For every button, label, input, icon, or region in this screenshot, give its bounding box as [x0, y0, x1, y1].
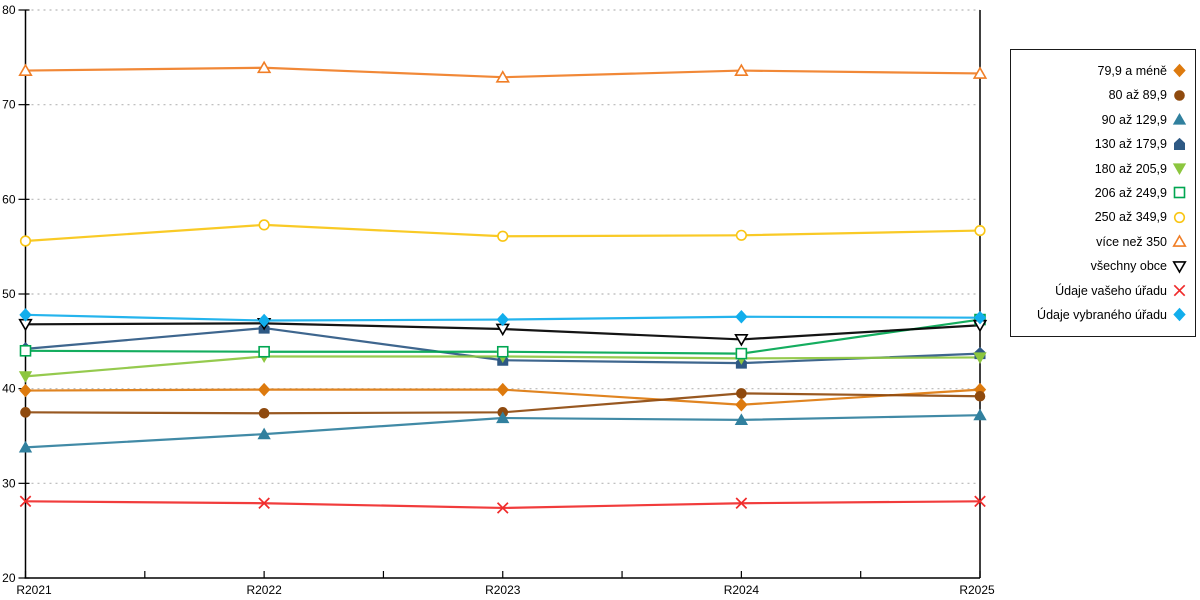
legend-label: 90 až 129,9 — [1101, 112, 1167, 127]
legend-label: 180 až 205,9 — [1094, 161, 1167, 176]
series-2-marker — [734, 413, 749, 426]
series-6-marker — [974, 224, 986, 237]
legend-label: 206 až 249,9 — [1094, 185, 1167, 200]
x-axis-tick-label: R2022 — [246, 583, 282, 597]
triangle-up-marker-icon — [1172, 234, 1187, 248]
series-2-marker — [973, 408, 987, 421]
series-7-marker — [734, 63, 749, 76]
series-5-marker — [496, 345, 509, 358]
diamond-marker-icon — [1173, 308, 1186, 322]
circle-marker-icon — [1173, 211, 1186, 223]
triangle-up-marker-icon — [1172, 234, 1187, 248]
legend-item: 250 až 349,9 — [1015, 210, 1187, 225]
series-10-marker — [973, 310, 987, 325]
series-10-marker — [257, 313, 271, 328]
pentagon-marker-icon — [1174, 137, 1185, 150]
legend-item: všechny obce — [1015, 259, 1187, 274]
series-5-marker — [19, 344, 32, 357]
triangle-down-marker-icon — [1172, 260, 1187, 274]
series-0-marker — [735, 398, 748, 412]
series-1-marker — [258, 407, 270, 419]
x-axis-tick-label: R2024 — [724, 583, 760, 597]
x-marker-icon — [1173, 284, 1186, 297]
legend: 79,9 a méně 80 až 89,9 90 až 129,9 130 až 1… — [1010, 49, 1196, 337]
triangle-down-marker-icon — [1172, 163, 1187, 176]
series-1-marker — [20, 407, 31, 418]
series-9-marker — [258, 497, 270, 510]
diamond-marker-icon — [1173, 64, 1186, 78]
series-10-marker — [19, 308, 32, 322]
legend-item: 80 až 89,9 — [1015, 88, 1187, 103]
legend-item: 206 až 249,9 — [1015, 185, 1187, 200]
circle-marker-icon — [1174, 90, 1185, 101]
legend-item: 90 až 129,9 — [1015, 112, 1187, 127]
legend-item: Údaje vašeho úřadu — [1015, 283, 1187, 298]
series-0-marker — [257, 382, 271, 397]
series-4-marker — [18, 371, 33, 383]
y-axis-tick-label: 30 — [2, 476, 16, 490]
series-0-marker — [496, 382, 509, 397]
y-axis-tick-label: 50 — [2, 287, 16, 301]
y-axis-tick-label: 80 — [2, 3, 16, 17]
circle-marker-icon — [1174, 90, 1185, 101]
legend-label: 80 až 89,9 — [1108, 88, 1167, 103]
x-axis-tick-label: R2021 — [16, 583, 52, 597]
legend-label: Údaje vašeho úřadu — [1055, 283, 1167, 298]
diamond-marker-icon — [1173, 308, 1186, 322]
legend-item: více než 350 — [1015, 234, 1187, 249]
series-2-marker — [257, 427, 271, 440]
series-1-marker — [736, 388, 747, 399]
triangle-down-marker-icon — [1172, 163, 1187, 176]
y-axis-tick-label: 60 — [2, 192, 16, 206]
pentagon-marker-icon — [1174, 137, 1185, 150]
triangle-up-marker-icon — [1172, 113, 1187, 125]
series-2-marker — [496, 411, 510, 424]
series-9-marker — [19, 495, 32, 508]
legend-item: 130 až 179,9 — [1015, 137, 1187, 152]
series-6-marker — [497, 230, 509, 242]
series-7-marker — [256, 60, 272, 74]
series-5-marker — [258, 345, 270, 358]
series-9-marker — [735, 497, 748, 510]
series-7-marker — [18, 63, 33, 76]
series-8-marker — [734, 334, 749, 347]
legend-item: 180 až 205,9 — [1015, 161, 1187, 176]
circle-marker-icon — [1173, 211, 1186, 223]
y-axis-tick-label: 20 — [2, 571, 16, 585]
legend-label: Údaje vybraného úřadu — [1037, 307, 1167, 322]
series-1-marker — [974, 390, 986, 402]
series-5-marker — [735, 347, 748, 360]
square-marker-icon — [1173, 187, 1186, 199]
series-10-marker — [496, 312, 509, 327]
series-10-marker — [735, 309, 748, 324]
triangle-down-marker-icon — [1172, 260, 1187, 274]
series-6-marker — [258, 219, 270, 231]
series-2-marker — [18, 440, 33, 453]
series-0-marker — [19, 383, 32, 398]
series-6-marker — [19, 235, 32, 247]
legend-label: 79,9 a méně — [1097, 63, 1168, 78]
square-marker-icon — [1173, 187, 1186, 199]
series-7-marker — [495, 70, 510, 83]
x-axis-tick-label: R2023 — [485, 583, 521, 597]
diamond-marker-icon — [1173, 64, 1186, 78]
series-9-marker — [496, 502, 509, 514]
legend-label: 130 až 179,9 — [1094, 137, 1167, 152]
legend-item: 79,9 a méně — [1015, 63, 1187, 78]
y-axis-tick-label: 70 — [2, 98, 16, 112]
legend-item: Údaje vybraného úřadu — [1015, 307, 1187, 322]
series-6-marker — [735, 229, 747, 241]
legend-label: 250 až 349,9 — [1094, 210, 1167, 225]
series-4-marker — [973, 352, 987, 364]
y-axis-tick-label: 40 — [2, 382, 16, 396]
series-9-marker — [974, 495, 986, 508]
legend-label: všechny obce — [1090, 259, 1167, 274]
legend-label: více než 350 — [1096, 234, 1167, 249]
x-marker-icon — [1173, 284, 1186, 297]
series-7-marker — [972, 66, 988, 79]
triangle-up-marker-icon — [1172, 113, 1187, 125]
x-axis-tick-label: R2025 — [959, 583, 995, 597]
